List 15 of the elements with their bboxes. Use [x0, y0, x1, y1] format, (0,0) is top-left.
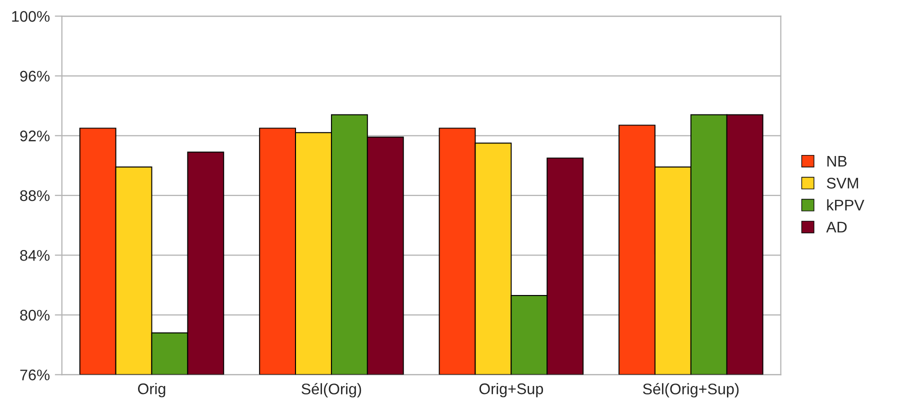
legend-label: kPPV: [827, 199, 864, 210]
legend-label: NB: [827, 156, 847, 166]
y-tick-label: 100%: [12, 11, 50, 22]
y-tick-label: 80%: [20, 310, 50, 321]
y-tick-label: 92%: [20, 130, 50, 142]
legend-label: AD: [826, 222, 847, 232]
y-tick-label: 84%: [20, 250, 50, 261]
y-tick-label: 96%: [20, 70, 50, 82]
x-tick-label: Orig+Sup: [479, 383, 544, 398]
x-tick-label: Sél(Orig+Sup): [643, 383, 739, 398]
x-tick-label: Orig: [138, 383, 166, 398]
y-tick-label: 76%: [20, 370, 50, 380]
legend-label: SVM: [826, 178, 858, 189]
x-tick-label: Sél(Orig): [302, 383, 362, 398]
y-tick-label: 88%: [20, 190, 50, 202]
